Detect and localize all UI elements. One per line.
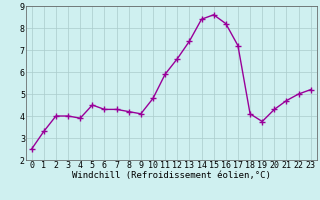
X-axis label: Windchill (Refroidissement éolien,°C): Windchill (Refroidissement éolien,°C): [72, 171, 271, 180]
